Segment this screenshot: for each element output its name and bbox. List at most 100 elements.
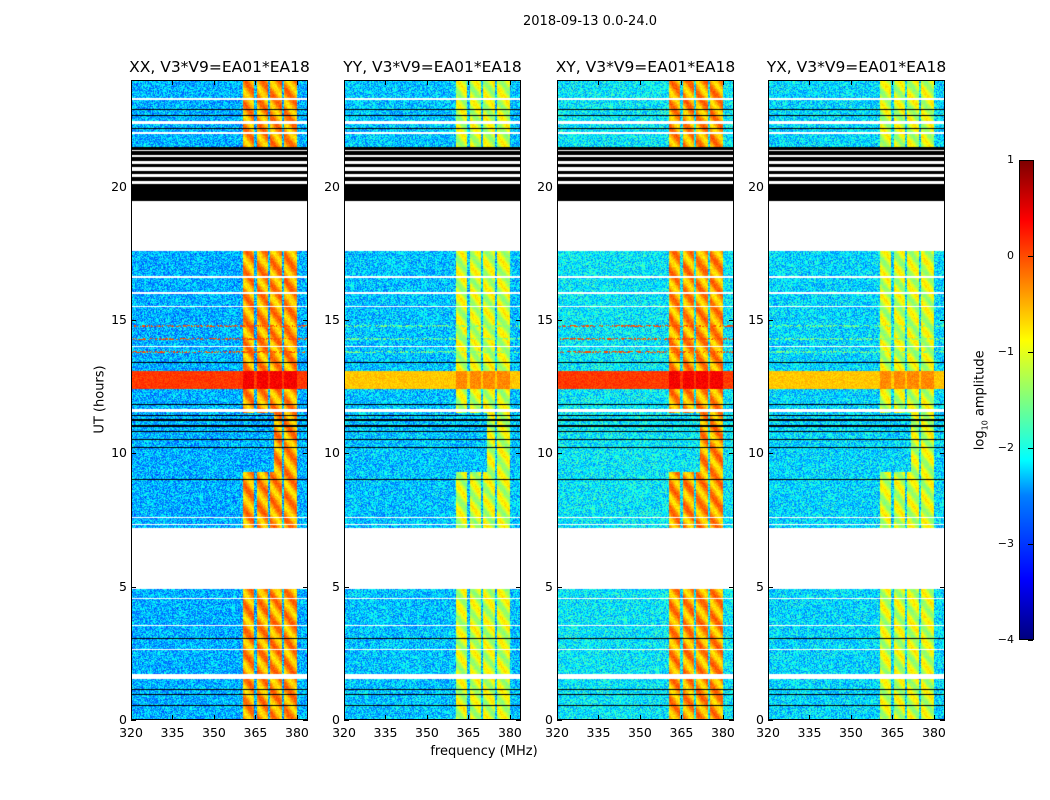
x-tick	[172, 715, 174, 720]
y-tick-label: 10	[324, 445, 340, 461]
x-tick-label: 380	[498, 725, 522, 740]
x-axis-label: frequency (MHz)	[430, 744, 538, 759]
y-tick-label: 5	[119, 578, 127, 594]
x-tick	[557, 80, 558, 85]
y-tick	[557, 453, 562, 455]
colorbar-tick	[1028, 160, 1033, 161]
x-tick	[255, 715, 257, 720]
y-tick	[516, 453, 521, 455]
y-tick	[940, 320, 945, 321]
panel-title: YY, V3*V9=EA01*EA18	[343, 58, 522, 76]
x-tick	[809, 715, 811, 720]
x-tick-label: 365	[243, 725, 268, 740]
y-tick	[303, 453, 308, 455]
x-tick-label: 350	[839, 725, 863, 740]
colorbar-tick-label: 0	[1007, 249, 1014, 262]
y-tick	[303, 320, 308, 321]
spectrogram-image	[769, 81, 944, 719]
x-tick	[509, 80, 511, 85]
y-tick-label: 0	[545, 712, 553, 727]
x-tick	[296, 80, 298, 85]
x-tick-label: 320	[756, 725, 780, 740]
y-tick	[344, 586, 349, 588]
colorbar-label-rest: amplitude	[972, 350, 988, 421]
y-tick	[729, 720, 734, 721]
x-tick	[768, 715, 769, 720]
x-tick	[213, 715, 215, 720]
x-tick	[809, 80, 811, 85]
x-tick-label: 380	[711, 725, 735, 740]
y-tick	[768, 720, 773, 721]
y-tick-label: 15	[324, 312, 340, 327]
x-tick	[255, 80, 257, 85]
y-tick-label: 20	[537, 178, 553, 194]
x-tick	[344, 80, 345, 85]
y-tick	[940, 586, 945, 588]
y-tick	[131, 320, 136, 321]
x-tick	[344, 715, 345, 720]
panel-title: XX, V3*V9=EA01*EA18	[129, 58, 310, 76]
y-tick	[516, 720, 521, 721]
y-tick-label: 10	[748, 445, 764, 461]
y-tick	[344, 720, 349, 721]
x-tick	[850, 715, 852, 720]
colorbar-tick	[1028, 640, 1033, 641]
x-tick-label: 380	[285, 725, 309, 740]
x-tick	[681, 80, 683, 85]
x-tick	[768, 80, 769, 85]
x-tick-label: 320	[332, 725, 356, 740]
x-tick-label: 320	[119, 725, 143, 740]
x-tick	[509, 715, 511, 720]
y-tick	[940, 453, 945, 455]
spectrogram-panel	[557, 80, 734, 720]
y-tick	[729, 586, 734, 588]
y-tick	[516, 586, 521, 588]
spectrogram-image	[132, 81, 307, 719]
x-tick	[557, 715, 558, 720]
x-tick	[385, 715, 387, 720]
y-tick	[768, 186, 773, 188]
y-tick	[557, 186, 562, 188]
x-tick	[131, 80, 132, 85]
colorbar-tick	[1028, 352, 1033, 353]
x-tick-label: 365	[456, 725, 481, 740]
y-tick	[303, 720, 308, 721]
y-tick	[729, 453, 734, 455]
x-tick-label: 335	[373, 725, 398, 740]
y-tick	[557, 320, 562, 321]
colorbar-label-sub: 10	[980, 420, 990, 431]
y-tick-label: 20	[324, 178, 340, 194]
spectrogram-panel	[768, 80, 945, 720]
colorbar-tick-label: −2	[997, 441, 1014, 454]
y-tick	[516, 320, 521, 321]
y-tick-label: 10	[537, 445, 553, 461]
x-tick	[722, 80, 724, 85]
y-tick-label: 5	[756, 578, 764, 594]
x-tick	[681, 715, 683, 720]
x-tick	[296, 715, 298, 720]
y-tick	[729, 320, 734, 321]
x-tick	[933, 80, 935, 85]
x-tick	[933, 715, 935, 720]
y-tick	[344, 320, 349, 321]
x-tick-label: 335	[160, 725, 185, 740]
colorbar-tick	[1028, 544, 1033, 545]
y-tick	[557, 586, 562, 588]
x-tick	[598, 715, 600, 720]
x-tick-label: 350	[628, 725, 652, 740]
y-tick-label: 0	[756, 712, 764, 727]
x-tick	[892, 80, 894, 85]
y-tick	[768, 453, 773, 455]
panel-title: YX, V3*V9=EA01*EA18	[766, 58, 947, 76]
x-tick-label: 350	[415, 725, 439, 740]
x-tick-label: 335	[586, 725, 611, 740]
y-tick	[131, 586, 136, 588]
y-tick-label: 10	[111, 445, 127, 461]
colorbar-tick	[1028, 256, 1033, 257]
x-tick	[426, 80, 428, 85]
y-tick	[557, 720, 562, 721]
colorbar-tick	[1028, 448, 1033, 449]
x-tick	[468, 80, 470, 85]
y-tick-label: 20	[111, 178, 127, 194]
y-tick	[303, 586, 308, 588]
